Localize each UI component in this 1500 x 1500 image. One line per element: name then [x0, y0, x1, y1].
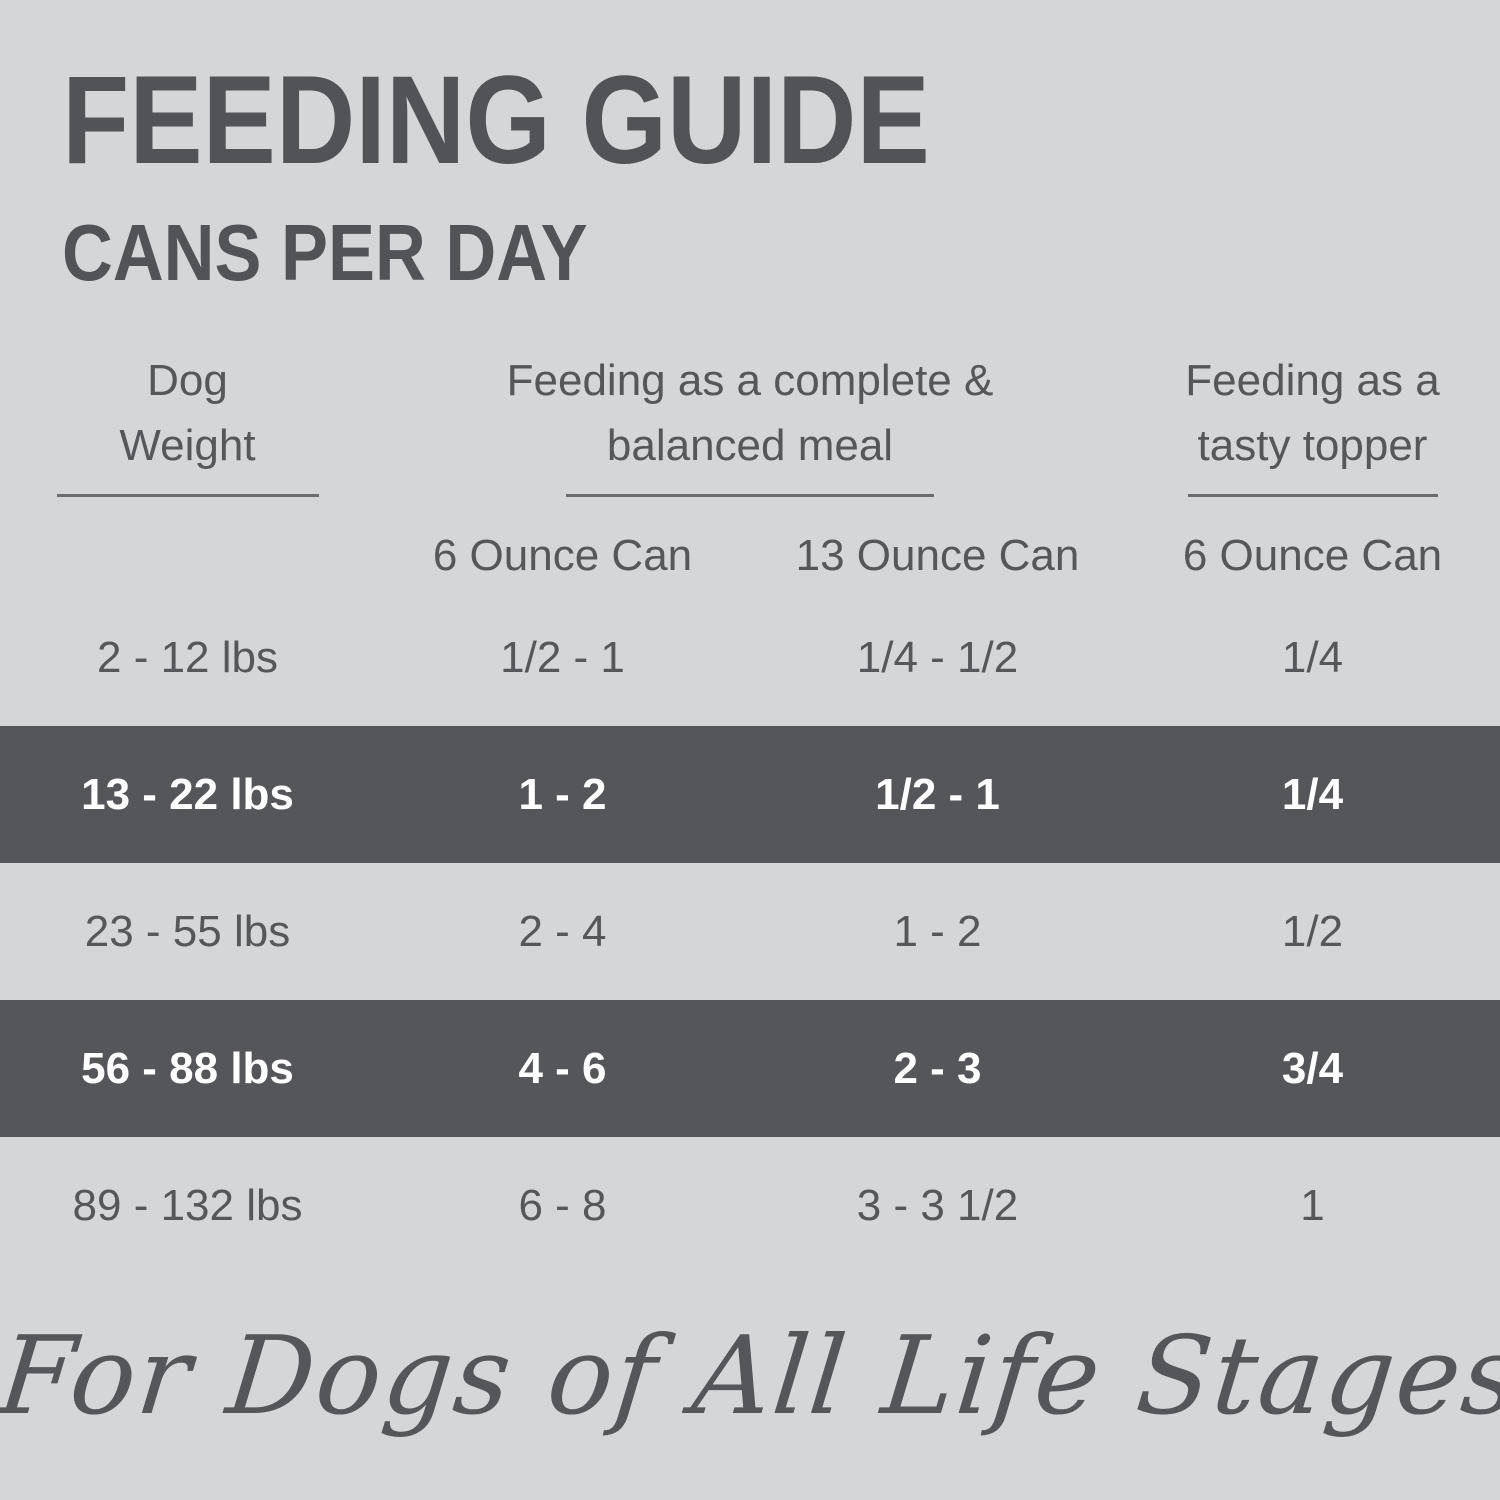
cell-topper-6oz: 3/4 [1281, 1043, 1344, 1093]
column-header-line: Feeding as a [1185, 356, 1440, 405]
table-row: 2 - 12 lbs 1/2 - 1 1/4 - 1/2 1/4 [0, 589, 1500, 726]
table-row: 13 - 22 lbs 1 - 2 1/2 - 1 1/4 [0, 726, 1500, 864]
cell-complete-13oz: 3 - 3 1/2 [856, 1180, 1019, 1230]
column-header-complete-meal: Feeding as a complete & balanced meal [375, 349, 1125, 498]
cell-topper-6oz: 1/4 [1281, 769, 1344, 819]
cell-dog-weight: 23 - 55 lbs [84, 906, 291, 956]
subheader-empty [0, 531, 375, 581]
cell-complete-6oz: 6 - 8 [518, 1180, 607, 1230]
cell-dog-weight: 13 - 22 lbs [81, 769, 294, 819]
column-header-line: Weight [119, 420, 256, 470]
column-header-tasty-topper: Feeding as a tasty topper [1125, 349, 1500, 498]
cell-complete-6oz: 1 - 2 [518, 769, 607, 819]
column-header-dog-weight: Dog Weight [0, 349, 375, 498]
page-title: FEEDING GUIDE [62, 51, 930, 190]
header-underline [566, 494, 934, 498]
cell-complete-13oz: 1/2 - 1 [875, 769, 1000, 819]
header-underline [56, 494, 319, 498]
column-header-line: Feeding as a complete & [506, 356, 994, 405]
footer-script-text: For Dogs of All Life Stages [0, 1314, 1500, 1440]
cell-topper-6oz: 1 [1300, 1180, 1325, 1230]
header-underline [1187, 494, 1438, 498]
cell-complete-13oz: 1/4 - 1/2 [856, 632, 1019, 682]
cell-complete-6oz: 2 - 4 [518, 906, 607, 956]
table-header-row: Dog Weight Feeding as a complete & balan… [0, 349, 1500, 498]
cell-topper-6oz: 1/2 [1281, 906, 1344, 956]
table-body: 2 - 12 lbs 1/2 - 1 1/4 - 1/2 1/4 13 - 22… [0, 589, 1500, 1274]
cell-complete-13oz: 1 - 2 [893, 906, 982, 956]
cell-complete-13oz: 2 - 3 [893, 1043, 982, 1093]
title-block: FEEDING GUIDE CANS PER DAY [0, 0, 1500, 293]
subheader-13oz-can-complete: 13 Ounce Can [795, 531, 1080, 581]
cell-topper-6oz: 1/4 [1281, 632, 1344, 682]
cell-dog-weight: 89 - 132 lbs [72, 1180, 303, 1230]
table-row: 23 - 55 lbs 2 - 4 1 - 2 1/2 [0, 863, 1500, 1000]
column-header-line: tasty topper [1197, 420, 1428, 470]
column-header-line: Dog [147, 356, 228, 405]
cell-complete-6oz: 1/2 - 1 [500, 632, 625, 682]
cell-dog-weight: 56 - 88 lbs [81, 1043, 294, 1093]
table-row: 89 - 132 lbs 6 - 8 3 - 3 1/2 1 [0, 1137, 1500, 1274]
subheader-6oz-can-complete: 6 Ounce Can [432, 531, 693, 581]
column-header-line: balanced meal [606, 420, 894, 470]
cell-complete-6oz: 4 - 6 [518, 1043, 607, 1093]
subheader-6oz-can-topper: 6 Ounce Can [1182, 531, 1443, 581]
table-subheader-row: 6 Ounce Can 13 Ounce Can 6 Ounce Can [0, 531, 1500, 581]
table-row: 56 - 88 lbs 4 - 6 2 - 3 3/4 [0, 1000, 1500, 1138]
cell-dog-weight: 2 - 12 lbs [97, 632, 278, 682]
page-subtitle: CANS PER DAY [62, 208, 588, 297]
